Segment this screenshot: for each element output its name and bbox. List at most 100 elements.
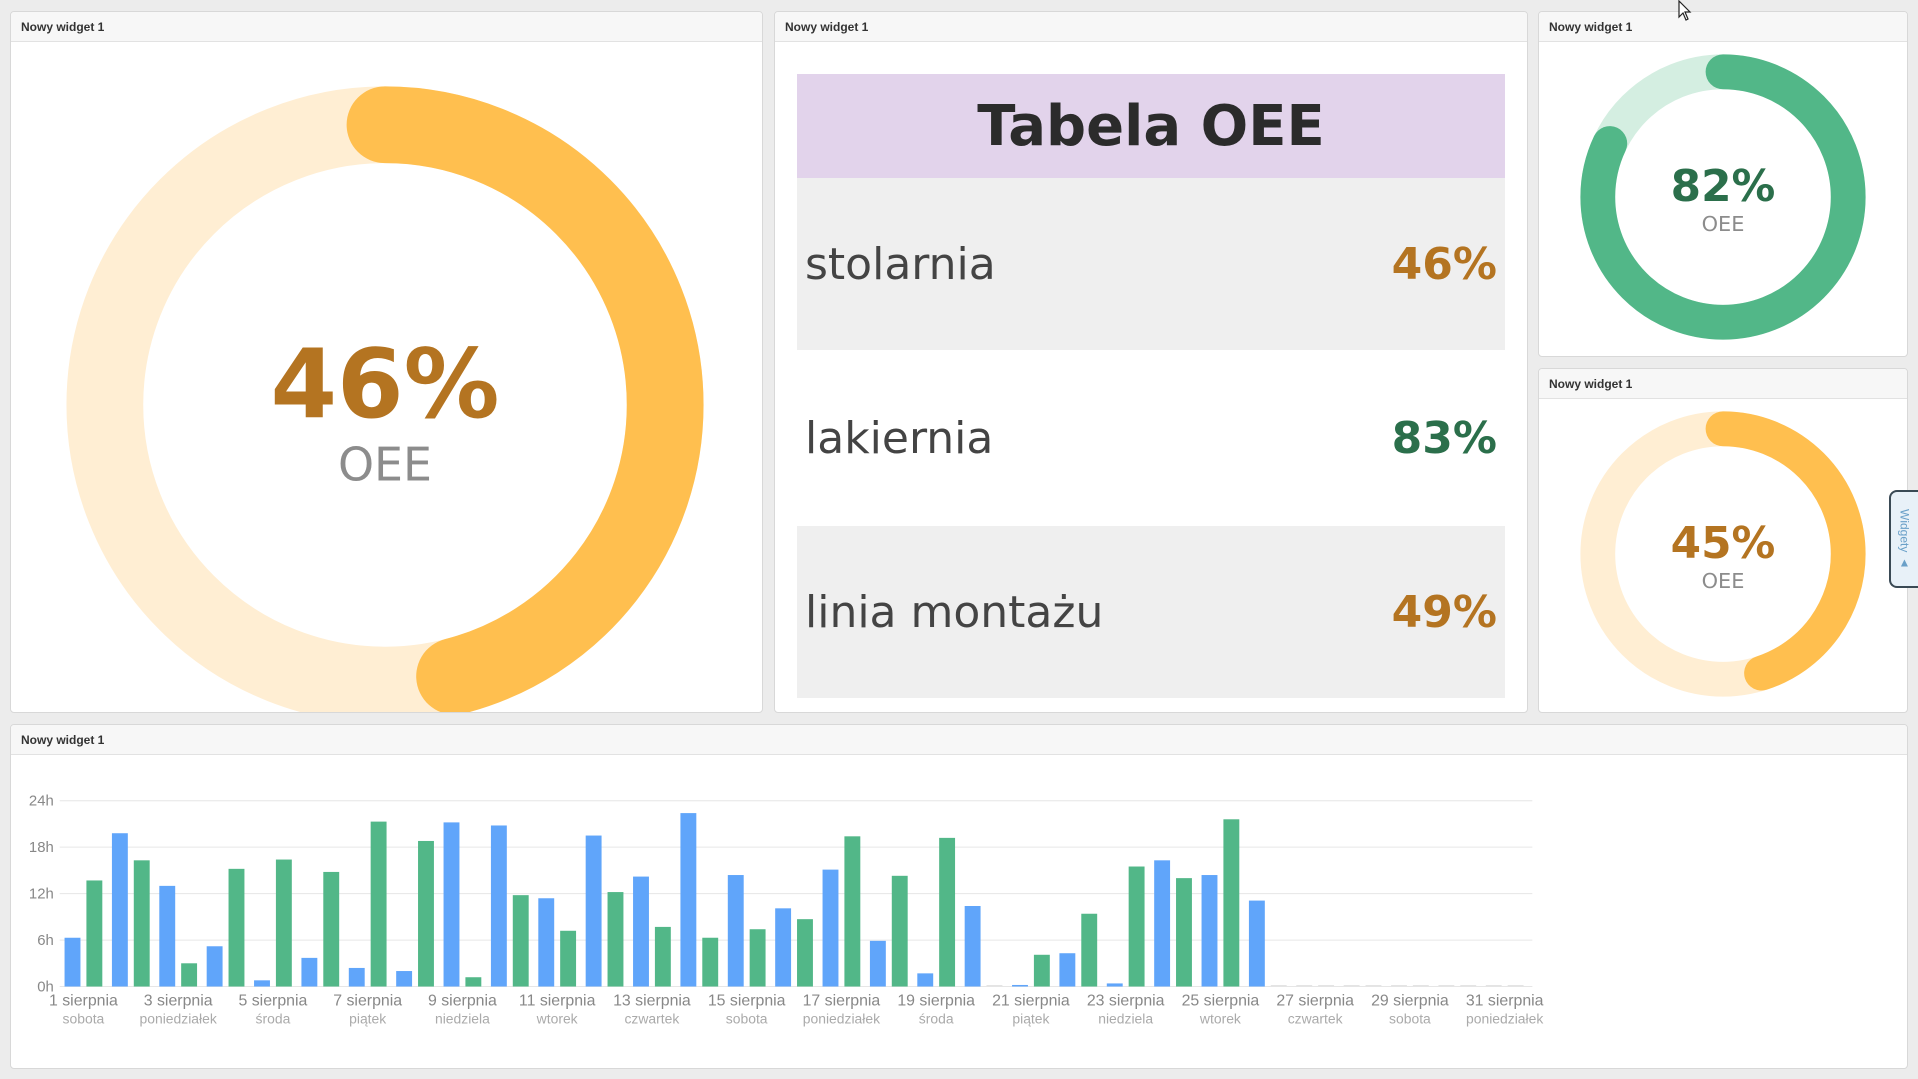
widget-body: 46% OEE <box>11 42 762 712</box>
gauge-label: OEE <box>1702 569 1745 593</box>
bar <box>1012 984 1028 987</box>
x-tick-label: 15 sierpnia <box>708 992 786 1009</box>
x-tick-weekday: czwartek <box>1288 1010 1343 1026</box>
bar <box>560 930 577 987</box>
bar <box>1391 985 1407 987</box>
widget-header[interactable]: Nowy widget 1 <box>1539 369 1907 399</box>
widget-header[interactable]: Nowy widget 1 <box>775 12 1527 42</box>
mouse-cursor-icon <box>1678 0 1692 21</box>
x-tick-weekday: poniedziałek <box>803 1010 880 1026</box>
bar <box>1460 985 1477 987</box>
widget-body: 45% OEE <box>1539 399 1907 712</box>
bar <box>917 973 934 987</box>
oee-gauge-widget-amber: Nowy widget 1 45% OEE <box>1538 368 1908 713</box>
bar <box>490 825 507 987</box>
bar <box>1059 953 1076 987</box>
row-name: linia montażu <box>805 586 1104 638</box>
bar <box>64 937 81 987</box>
bar <box>869 940 886 987</box>
y-tick-label: 24h <box>29 794 54 810</box>
bar <box>512 895 529 987</box>
bar <box>206 946 223 987</box>
x-tick-label: 21 sierpnia <box>992 992 1070 1009</box>
table-row: linia montażu 49% <box>797 526 1505 698</box>
row-name: stolarnia <box>805 238 996 290</box>
bar <box>86 880 103 987</box>
bar <box>749 929 766 987</box>
bar <box>1296 985 1313 987</box>
x-tick-label: 17 sierpnia <box>803 992 881 1009</box>
bar <box>1248 900 1265 987</box>
bar <box>301 957 318 987</box>
bar <box>370 821 387 987</box>
x-tick-weekday: wtorek <box>1199 1010 1241 1026</box>
gauge-value: 46% <box>270 328 499 440</box>
x-tick-label: 19 sierpnia <box>897 992 975 1009</box>
bar <box>1270 985 1287 987</box>
x-tick-label: 25 sierpnia <box>1182 992 1260 1009</box>
widget-body: Tabela OEE stolarnia 46% lakiernia 83% l… <box>775 42 1527 712</box>
bar <box>727 875 744 987</box>
x-tick-label: 9 sierpnia <box>428 992 497 1009</box>
table-row: stolarnia 46% <box>797 178 1505 350</box>
bar <box>1343 985 1360 987</box>
x-tick-weekday: piątek <box>349 1010 386 1026</box>
bar <box>538 898 555 987</box>
bar <box>396 971 413 987</box>
bar <box>585 835 602 987</box>
x-tick-weekday: czwartek <box>624 1010 679 1026</box>
widgets-panel-tab[interactable]: Widgety ▲ <box>1889 490 1918 588</box>
bar <box>275 859 292 987</box>
bar <box>607 892 624 987</box>
x-tick-weekday: środa <box>256 1010 291 1026</box>
bar <box>1201 875 1218 987</box>
gauge-fill <box>66 86 704 712</box>
row-name: lakiernia <box>805 412 994 464</box>
bar <box>964 906 981 987</box>
x-tick-weekday: wtorek <box>536 1010 578 1026</box>
bar <box>181 963 198 987</box>
table-title: Tabela OEE <box>797 74 1505 178</box>
bar <box>1507 985 1524 987</box>
bar <box>822 869 839 987</box>
x-tick-label: 27 sierpnia <box>1276 992 1354 1009</box>
widget-body: 82% OEE <box>1539 42 1907 356</box>
oee-gauge-small: 45% OEE <box>1580 411 1866 697</box>
bar <box>443 822 460 987</box>
widget-header[interactable]: Nowy widget 1 <box>11 725 1907 755</box>
oee-gauge-widget-large: Nowy widget 1 46% OEE <box>10 11 763 713</box>
bar <box>159 885 176 987</box>
bar <box>702 937 719 987</box>
bar <box>1033 954 1050 987</box>
bar <box>1081 913 1098 987</box>
bar <box>465 977 482 987</box>
y-tick-label: 0h <box>37 979 54 995</box>
bar <box>986 985 1003 987</box>
bar <box>680 813 697 987</box>
gauge-label: OEE <box>338 438 432 492</box>
bar <box>797 919 813 987</box>
row-value: 83% <box>1391 412 1497 464</box>
bar <box>133 860 150 987</box>
oee-gauge-large: 46% OEE <box>66 86 704 712</box>
widget-header[interactable]: Nowy widget 1 <box>1539 12 1907 42</box>
widget-header[interactable]: Nowy widget 1 <box>11 12 762 42</box>
oee-gauge-widget-green: Nowy widget 1 82% OEE <box>1538 11 1908 357</box>
oee-table-widget: Nowy widget 1 Tabela OEE stolarnia 46% l… <box>774 11 1528 713</box>
bar <box>1365 985 1382 987</box>
bar <box>1223 819 1240 987</box>
bar <box>1485 985 1502 987</box>
oee-gauge-small: 82% OEE <box>1580 54 1866 340</box>
x-tick-weekday: sobota <box>1389 1010 1431 1026</box>
gauge-fill <box>1580 411 1866 697</box>
x-tick-weekday: piątek <box>1012 1010 1049 1026</box>
x-tick-label: 29 sierpnia <box>1371 992 1449 1009</box>
bar <box>1176 878 1192 987</box>
x-tick-weekday: sobota <box>63 1010 105 1026</box>
gauge-value: 45% <box>1671 518 1776 569</box>
x-tick-weekday: niedziela <box>435 1010 490 1026</box>
x-tick-label: 3 sierpnia <box>144 992 213 1009</box>
x-tick-weekday: sobota <box>726 1010 768 1026</box>
bar <box>891 875 908 987</box>
